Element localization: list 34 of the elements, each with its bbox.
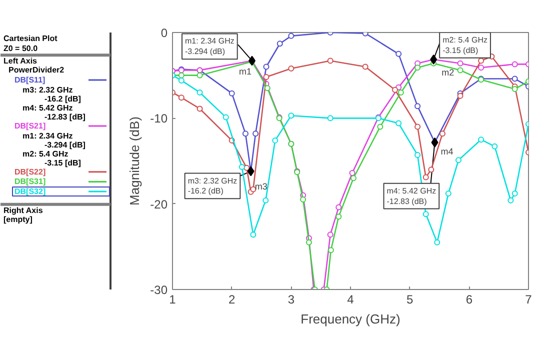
y-axis-title: Magnitude (dB): [127, 116, 142, 206]
text: m2: 5.4 GHz -3.15 [dB]: [22, 149, 82, 168]
text: Cartesian Plot: [4, 34, 58, 44]
annotation: m1: [239, 66, 252, 77]
annotation: m2: 5.4 GHz -3.15 (dB): [442, 35, 488, 55]
annotation: m3: [254, 181, 268, 192]
y-tick-label: -10: [150, 112, 168, 126]
x-tick-label: 3: [288, 292, 295, 306]
text: PowerDivider2: [8, 66, 65, 75]
x-tick-label: 7: [525, 292, 532, 306]
text: Right Axis: [4, 206, 44, 215]
text: DB[S22]: [14, 167, 46, 176]
y-tick-label: -30: [150, 283, 168, 297]
x-tick-label: 5: [406, 292, 414, 306]
y-tick-label: 0: [160, 26, 168, 40]
text: DB[S11]: [14, 75, 46, 84]
y-tick-label: -20: [150, 197, 168, 212]
x-tick-label: 4: [347, 292, 354, 306]
text: Left Axis: [4, 56, 38, 66]
x-tick-label: 1: [169, 292, 176, 306]
annotation: m4: 5.42 GHz -12.83 (dB): [386, 186, 436, 206]
annotation: m2: [442, 67, 454, 78]
text: DB[S21]: [14, 121, 46, 130]
x-axis-title: Frequency (GHz): [300, 312, 400, 326]
annotation: m1: 2.34 GHz -3.294 (dB): [185, 36, 234, 56]
text: DB[S32]: [14, 187, 46, 196]
annotation: m3: 2.32 GHz -16.2 (dB): [188, 176, 238, 196]
x-tick-label: 6: [466, 292, 473, 306]
text: Z0 = 50.0: [4, 44, 38, 53]
text: [empty]: [4, 214, 33, 224]
text: DB[S31]: [14, 177, 46, 186]
x-tick-label: 2: [228, 292, 236, 306]
annotation: m4: [440, 146, 454, 156]
text: m4: 5.42 GHz -12.83 [dB]: [22, 103, 86, 122]
